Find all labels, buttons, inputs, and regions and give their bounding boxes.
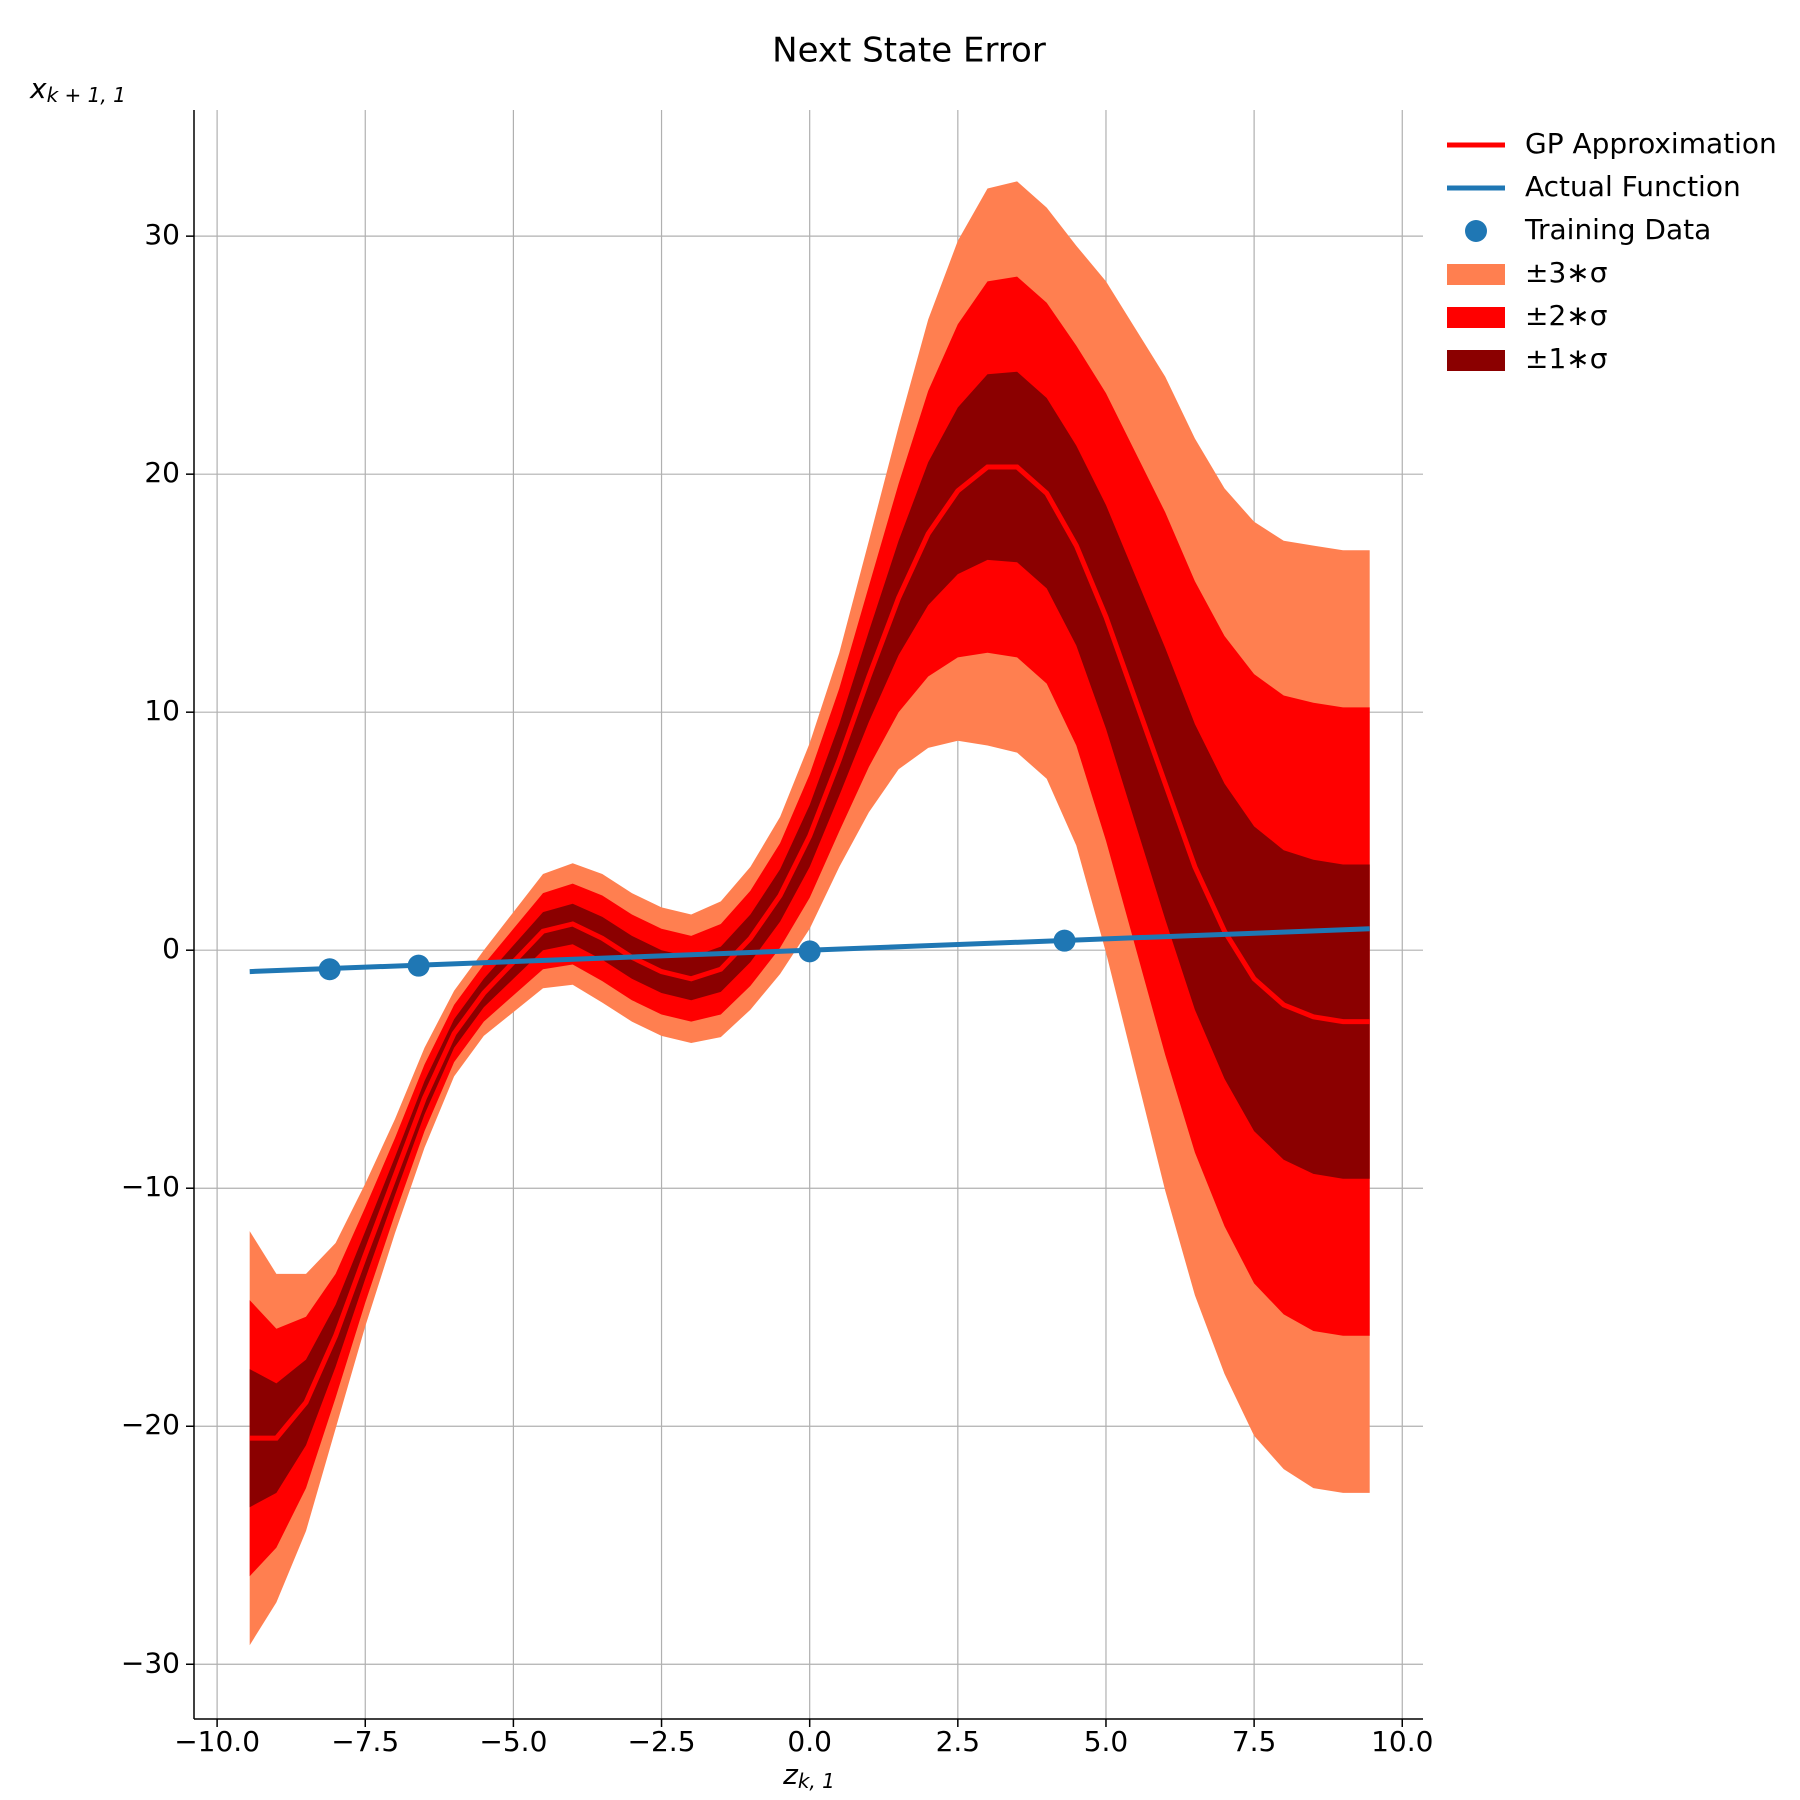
data-point [407,954,430,977]
y-axis-label: xk + 1, 1 [29,72,126,107]
y-tick-label: 30 [144,218,180,251]
x-axis-label-sub: k, 1 [798,1769,835,1793]
legend: GP Approximation Actual Function Training … [1447,127,1777,375]
x-axis-label: zk, 1 [782,1758,835,1793]
legend-label: ±1∗σ [1525,342,1607,375]
confidence-band [249,371,1370,1508]
x-tick-label: −7.5 [331,1725,399,1758]
legend-label: GP Approximation [1525,127,1777,160]
x-tick-label: −5.0 [479,1725,547,1758]
legend-swatch [1447,264,1505,285]
plot-area [249,181,1370,1646]
legend-label: ±2∗σ [1525,299,1607,332]
ticks: −10.0 −7.5 −5.0 −2.5 0.0 2.5 5.0 7.5 10.0 −30 −20 −… [121,218,1434,1758]
x-tick-label: −2.5 [628,1725,696,1758]
chart-title: Next State Error [772,31,1046,71]
x-axis-label-base: z [782,1758,799,1791]
y-tick-label: −10 [121,1170,180,1203]
x-tick-label: −10.0 [174,1725,260,1758]
legend-swatch [1447,307,1505,328]
x-tick-label: 7.5 [1232,1725,1277,1758]
y-axis-label-sub: k + 1, 1 [47,83,126,107]
line [249,464,1370,1441]
y-tick-label: 20 [144,456,180,489]
data-point [318,958,341,981]
x-tick-label: 10.0 [1371,1725,1433,1758]
y-axis-label-base: x [29,72,47,105]
legend-label: ±3∗σ [1525,256,1607,289]
legend-label: Training Data [1524,213,1711,246]
x-tick-label: 0.0 [787,1725,832,1758]
legend-label: Actual Function [1525,170,1741,203]
x-tick-label: 2.5 [936,1725,981,1758]
x-tick-label: 5.0 [1084,1725,1129,1758]
data-point [1053,929,1076,952]
y-tick-label: −30 [121,1646,180,1679]
y-tick-label: 0 [162,932,180,965]
legend-swatch [1465,220,1487,242]
y-tick-label: 10 [144,694,180,727]
y-tick-label: −20 [121,1408,180,1441]
data-point [798,940,821,963]
legend-swatch [1447,350,1505,371]
